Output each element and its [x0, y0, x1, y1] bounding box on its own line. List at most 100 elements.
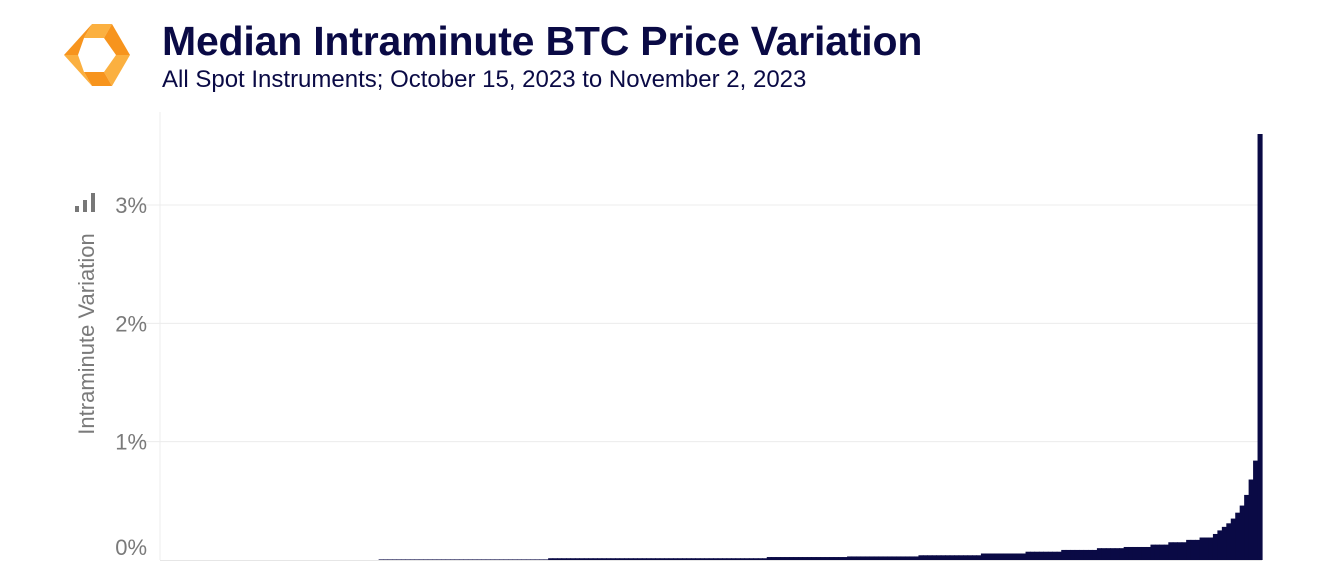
bar: [1030, 551, 1036, 560]
bar: [1163, 544, 1169, 560]
bar: [771, 557, 777, 560]
bar: [1092, 549, 1098, 560]
bar: [557, 558, 563, 560]
bar: [1212, 533, 1218, 560]
bar: [842, 557, 848, 560]
bar: [1043, 551, 1049, 560]
bar: [1110, 548, 1116, 560]
bar: [914, 556, 920, 560]
bar: [521, 559, 527, 560]
bar: [802, 557, 808, 560]
y-tick-label: 0%: [115, 535, 147, 560]
bar: [525, 559, 531, 560]
bar: [972, 555, 978, 560]
bar: [606, 558, 612, 560]
bar: [856, 556, 862, 560]
bar: [1065, 549, 1071, 560]
bar: [717, 558, 723, 560]
logo-mark-icon: [64, 24, 130, 86]
bar: [503, 559, 509, 560]
bar: [887, 556, 893, 560]
bar: [744, 558, 750, 560]
bar: [1016, 553, 1022, 560]
bar: [472, 559, 478, 560]
bar: [499, 559, 505, 560]
bar: [646, 558, 652, 560]
bar: [1056, 551, 1062, 560]
bar: [980, 553, 986, 560]
bar: [958, 555, 964, 560]
bar: [860, 556, 866, 560]
bar: [467, 559, 473, 560]
bar: [824, 557, 830, 560]
bar: [1150, 544, 1156, 560]
bar: [481, 559, 487, 560]
bar: [1132, 546, 1138, 560]
bar: [423, 559, 429, 560]
bar: [664, 558, 670, 560]
bar: [1101, 548, 1107, 560]
bar: [1253, 460, 1259, 560]
bar: [900, 556, 906, 560]
bar: [566, 558, 572, 560]
bar: [976, 555, 982, 560]
bar: [1226, 523, 1232, 560]
bar: [512, 559, 518, 560]
bar: [677, 558, 683, 560]
bar: [704, 558, 710, 560]
bar: [731, 558, 737, 560]
bar: [954, 555, 960, 560]
bar: [686, 558, 692, 560]
bar: [450, 559, 456, 560]
bar: [1190, 539, 1196, 560]
bar: [762, 558, 768, 560]
bar: [780, 557, 786, 560]
bar: [815, 557, 821, 560]
bar: [583, 558, 589, 560]
bar: [851, 556, 857, 560]
bar: [400, 559, 406, 560]
bar: [994, 553, 1000, 560]
bar: [918, 555, 924, 560]
bar: [1070, 549, 1076, 560]
bar: [1221, 526, 1227, 560]
bar: [722, 558, 728, 560]
bar: [753, 558, 759, 560]
bar: [476, 559, 482, 560]
bar: [922, 555, 928, 560]
bar: [695, 558, 701, 560]
bar: [1119, 548, 1125, 560]
bar: [530, 559, 536, 560]
bar: [619, 558, 625, 560]
bar: [1096, 548, 1102, 560]
bar: [1195, 539, 1201, 560]
bar: [561, 558, 567, 560]
bar: [820, 557, 826, 560]
bar: [592, 558, 598, 560]
bar: [989, 553, 995, 560]
chart-menu-icon[interactable]: [75, 193, 95, 212]
bar: [949, 555, 955, 560]
bar: [1146, 546, 1152, 560]
bar: [864, 556, 870, 560]
bar: [659, 558, 665, 560]
bar: [392, 559, 398, 560]
bar: [383, 559, 389, 560]
bar: [673, 558, 679, 560]
bar: [610, 558, 616, 560]
bar: [833, 557, 839, 560]
bar: [1235, 512, 1241, 560]
bar: [579, 558, 585, 560]
bar: [873, 556, 879, 560]
bar: [1186, 539, 1192, 560]
bar: [1199, 537, 1205, 560]
bar: [409, 559, 415, 560]
bar: [726, 558, 732, 560]
bar: [574, 558, 580, 560]
bar: [1061, 549, 1067, 560]
bar: [793, 557, 799, 560]
bar: [1034, 551, 1040, 560]
bar: [650, 558, 656, 560]
bar: [418, 559, 424, 560]
